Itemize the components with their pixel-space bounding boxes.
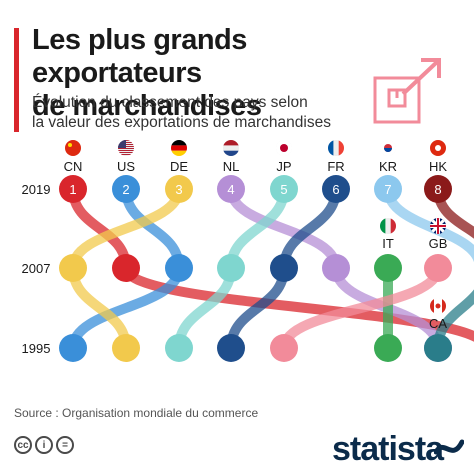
country-label-fr: FR: [327, 159, 344, 174]
rank-node-it-2007: [374, 254, 402, 282]
page-title: Les plus grands exportateurs de marchand…: [32, 24, 372, 123]
rank-number-nl: 4: [227, 182, 234, 197]
japan-flag-icon: [276, 140, 292, 156]
rank-node-kr-2019: [374, 175, 402, 203]
subtitle-line-2: la valeur des exportations de marchandis…: [32, 114, 331, 131]
rank-number-fr: 6: [332, 182, 339, 197]
rank-node-us-2007: [165, 254, 193, 282]
rank-node-nl-2019: [217, 175, 245, 203]
rank-node-jp-2007: [217, 254, 245, 282]
rank-node-gb-2007: [424, 254, 452, 282]
page-subtitle: Évolution du classement des pays selon l…: [32, 93, 372, 133]
cc-icon[interactable]: cc: [14, 436, 32, 454]
country-label-nl: NL: [223, 159, 240, 174]
statista-logo[interactable]: statista: [332, 430, 444, 468]
rank-number-cn: 1: [69, 182, 76, 197]
year-label-2007: 2007: [22, 261, 51, 276]
china-flag-icon: [65, 140, 81, 156]
country-label-gb: GB: [429, 236, 448, 251]
rank-node-us-1995: [59, 334, 87, 362]
rank-node-jp-2019: [270, 175, 298, 203]
footer: cc i = statista: [0, 428, 474, 474]
title-accent-bar: [14, 28, 19, 132]
rank-node-de-2019: [165, 175, 193, 203]
rank-number-kr: 7: [384, 182, 391, 197]
country-label-kr: KR: [379, 159, 397, 174]
germany-flag-icon: [171, 140, 187, 156]
rank-node-fr-2007: [270, 254, 298, 282]
country-label-jp: JP: [276, 159, 291, 174]
year-label-2019: 2019: [22, 182, 51, 197]
rank-node-de-1995: [112, 334, 140, 362]
rank-line-cn-2007-1995: [121, 263, 474, 342]
rank-node-fr-1995: [217, 334, 245, 362]
country-label-it: IT: [382, 236, 394, 251]
netherlands-flag-icon: [223, 140, 239, 156]
rank-node-gb-1995: [270, 334, 298, 362]
usa-flag-icon: [118, 140, 134, 156]
country-label-de: DE: [170, 159, 188, 174]
rank-node-it-1995: [374, 334, 402, 362]
rank-line-gb-2007-1995: [279, 263, 443, 353]
export-illustration-icon: [373, 58, 441, 124]
year-label-1995: 1995: [22, 341, 51, 356]
rank-number-us: 2: [122, 182, 129, 197]
equal-icon[interactable]: =: [56, 436, 74, 454]
rank-number-hk: 8: [434, 182, 441, 197]
rank-node-jp-1995: [165, 334, 193, 362]
country-label-hk: HK: [429, 159, 447, 174]
rank-number-de: 3: [175, 182, 182, 197]
france-flag-icon: [328, 140, 344, 156]
license-icons: cc i =: [14, 436, 74, 454]
rank-node-cn-2019: [59, 175, 87, 203]
rank-node-de-2007: [59, 254, 87, 282]
rank-node-ca-1995: [424, 334, 452, 362]
korea-flag-icon: [380, 140, 396, 156]
canada-flag-icon: [430, 298, 446, 314]
title-line-2: de marchandises: [32, 90, 262, 122]
rank-node-fr-2019: [322, 175, 350, 203]
italy-flag-icon: [380, 218, 396, 234]
rank-line-jp-2007-1995: [174, 263, 236, 353]
rank-number-jp: 5: [280, 182, 287, 197]
info-icon[interactable]: i: [35, 436, 53, 454]
country-label-cn: CN: [64, 159, 83, 174]
uk-flag-icon: [430, 218, 446, 234]
rank-node-nl-2007: [322, 254, 350, 282]
rank-node-hk-2019: [424, 175, 452, 203]
country-label-ca: CA: [429, 316, 447, 331]
subtitle-line-1: Évolution du classement des pays selon: [32, 94, 308, 111]
title-line-1: Les plus grands exportateurs: [32, 24, 247, 89]
statista-wave-icon: [434, 439, 464, 455]
rank-node-cn-2007: [112, 254, 140, 282]
source-note: Source : Organisation mondiale du commer…: [14, 406, 259, 420]
hongkong-flag-icon: [430, 140, 446, 156]
rank-node-us-2019: [112, 175, 140, 203]
country-label-us: US: [117, 159, 135, 174]
